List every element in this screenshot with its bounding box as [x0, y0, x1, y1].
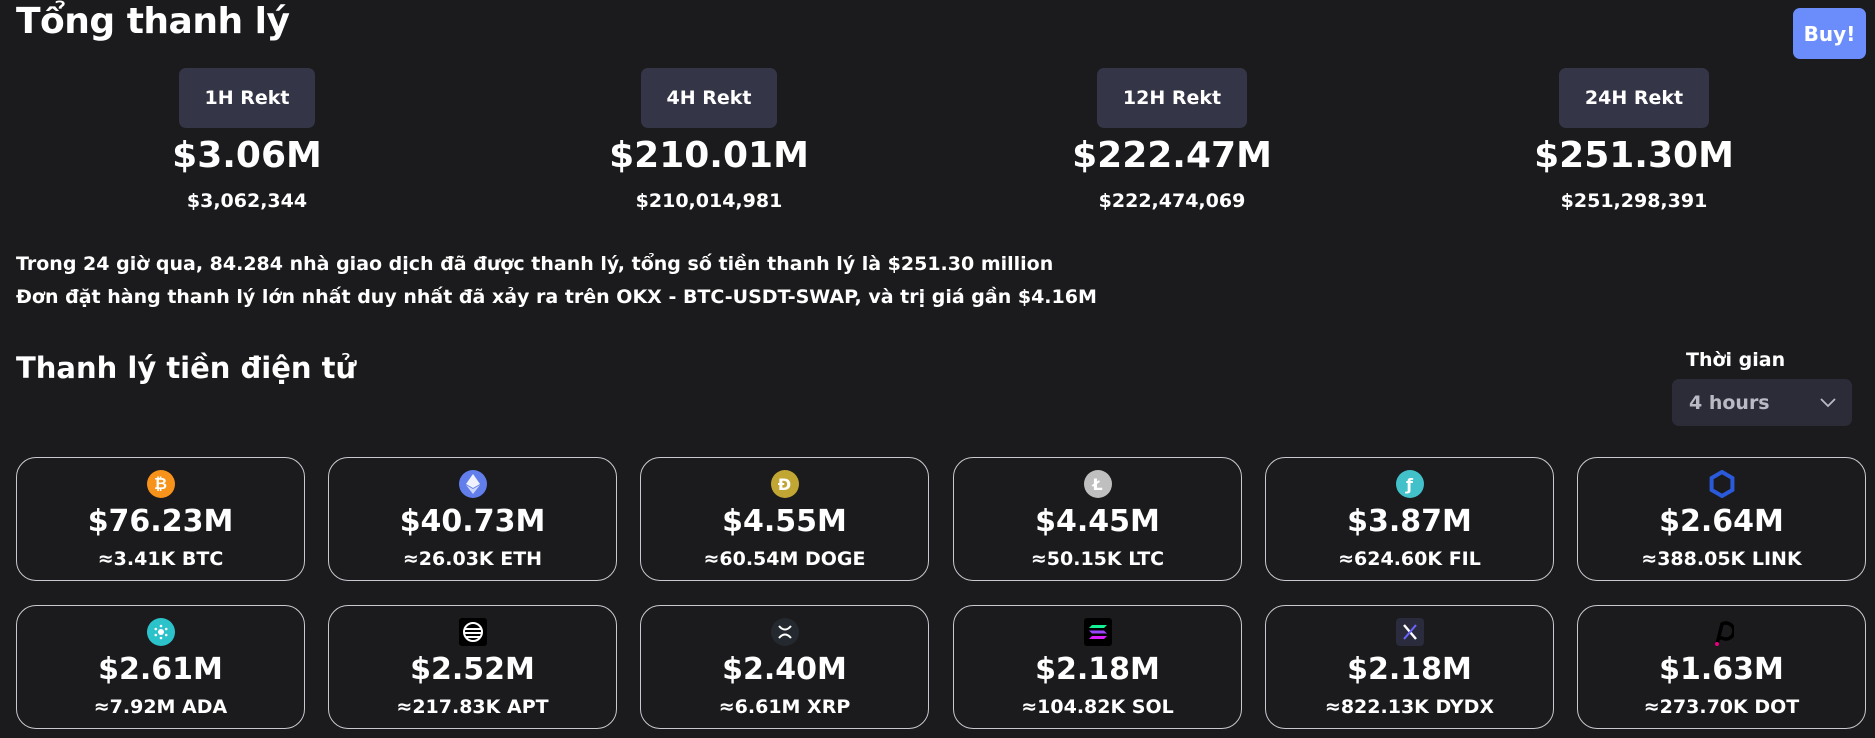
coin-card-dot[interactable]: $1.63M ≈273.70K DOT [1577, 605, 1866, 729]
section-title: Thanh lý tiền điện tử [16, 351, 357, 385]
time-select[interactable]: 4 hours [1672, 379, 1852, 426]
coin-value: $2.40M [722, 652, 847, 687]
page-title: Tổng thanh lý [16, 1, 290, 42]
coin-value: $2.61M [98, 652, 223, 687]
aptos-icon [458, 618, 487, 646]
coin-value: $2.64M [1659, 504, 1784, 539]
coin-amount: ≈26.03K ETH [402, 548, 543, 570]
coin-card-btc[interactable]: ₿ $76.23M ≈3.41K BTC [16, 457, 305, 581]
summary-line-1: Trong 24 giờ qua, 84.284 nhà giao dịch đ… [16, 253, 1054, 275]
time-select-value: 4 hours [1689, 391, 1770, 414]
rekt-12h: 12H Rekt $222.47M $222,474,069 [1022, 68, 1322, 214]
coin-amount: ≈60.54M DOGE [703, 548, 866, 570]
coin-amount: ≈104.82K SOL [1021, 696, 1174, 718]
cardano-icon [146, 618, 175, 646]
filecoin-icon: ƒ [1395, 470, 1424, 498]
dogecoin-icon: Ð [770, 470, 799, 498]
chevron-down-icon [1820, 393, 1836, 412]
coin-card-doge[interactable]: Ð $4.55M ≈60.54M DOGE [640, 457, 929, 581]
coin-card-ltc[interactable]: Ł $4.45M ≈50.15K LTC [953, 457, 1242, 581]
chainlink-icon [1708, 470, 1736, 498]
coin-value: $4.55M [722, 504, 847, 539]
bitcoin-icon: ₿ [146, 470, 175, 498]
litecoin-icon: Ł [1083, 470, 1112, 498]
coin-value: $76.23M [87, 504, 234, 539]
rekt-1h-value: $3.06M [172, 135, 322, 176]
dydx-icon [1395, 618, 1424, 646]
coin-value: $2.52M [410, 652, 535, 687]
liquidation-summary: Trong 24 giờ qua, 84.284 nhà giao dịch đ… [16, 248, 1097, 314]
coin-card-ada[interactable]: $2.61M ≈7.92M ADA [16, 605, 305, 729]
coin-card-fil[interactable]: ƒ $3.87M ≈624.60K FIL [1265, 457, 1554, 581]
coin-value: $40.73M [399, 504, 546, 539]
rekt-4h-exact: $210,014,981 [635, 190, 783, 212]
coin-amount: ≈388.05K LINK [1641, 548, 1802, 570]
rekt-4h-value: $210.01M [609, 135, 809, 176]
coin-card-dydx[interactable]: $2.18M ≈822.13K DYDX [1265, 605, 1554, 729]
rekt-24h-badge[interactable]: 24H Rekt [1558, 68, 1710, 128]
rekt-12h-exact: $222,474,069 [1098, 190, 1246, 212]
coin-card-link[interactable]: $2.64M ≈388.05K LINK [1577, 457, 1866, 581]
rekt-4h-badge[interactable]: 4H Rekt [640, 68, 778, 128]
rekt-12h-value: $222.47M [1072, 135, 1272, 176]
coin-value: $4.45M [1035, 504, 1160, 539]
summary-line-2: Đơn đặt hàng thanh lý lớn nhất duy nhất … [16, 286, 1097, 308]
rekt-12h-badge[interactable]: 12H Rekt [1096, 68, 1248, 128]
time-label: Thời gian [1686, 349, 1786, 371]
coin-amount: ≈6.61M XRP [718, 696, 851, 718]
rekt-4h: 4H Rekt $210.01M $210,014,981 [559, 68, 859, 214]
coin-value: $2.18M [1035, 652, 1160, 687]
rekt-24h: 24H Rekt $251.30M $251,298,391 [1484, 68, 1784, 214]
solana-icon [1083, 618, 1112, 646]
coin-amount: ≈822.13K DYDX [1324, 696, 1495, 718]
rekt-1h: 1H Rekt $3.06M $3,062,344 [97, 68, 397, 214]
rekt-1h-exact: $3,062,344 [186, 190, 308, 212]
buy-button[interactable]: Buy! [1793, 8, 1866, 59]
coin-amount: ≈217.83K APT [396, 696, 549, 718]
rekt-1h-badge[interactable]: 1H Rekt [178, 68, 316, 128]
coin-amount: ≈3.41K BTC [97, 548, 224, 570]
coin-card-eth[interactable]: $40.73M ≈26.03K ETH [328, 457, 617, 581]
rekt-24h-exact: $251,298,391 [1560, 190, 1708, 212]
coin-card-apt[interactable]: $2.52M ≈217.83K APT [328, 605, 617, 729]
coin-card-sol[interactable]: $2.18M ≈104.82K SOL [953, 605, 1242, 729]
rekt-24h-value: $251.30M [1534, 135, 1734, 176]
coin-amount: ≈7.92M ADA [93, 696, 228, 718]
coin-value: $1.63M [1659, 652, 1784, 687]
coin-value: $2.18M [1347, 652, 1472, 687]
coin-amount: ≈273.70K DOT [1643, 696, 1800, 718]
xrp-icon [770, 618, 799, 646]
polkadot-icon [1708, 618, 1736, 646]
coin-card-xrp[interactable]: $2.40M ≈6.61M XRP [640, 605, 929, 729]
coin-amount: ≈624.60K FIL [1338, 548, 1481, 570]
coin-value: $3.87M [1347, 504, 1472, 539]
ethereum-icon [458, 470, 487, 498]
coin-amount: ≈50.15K LTC [1030, 548, 1165, 570]
